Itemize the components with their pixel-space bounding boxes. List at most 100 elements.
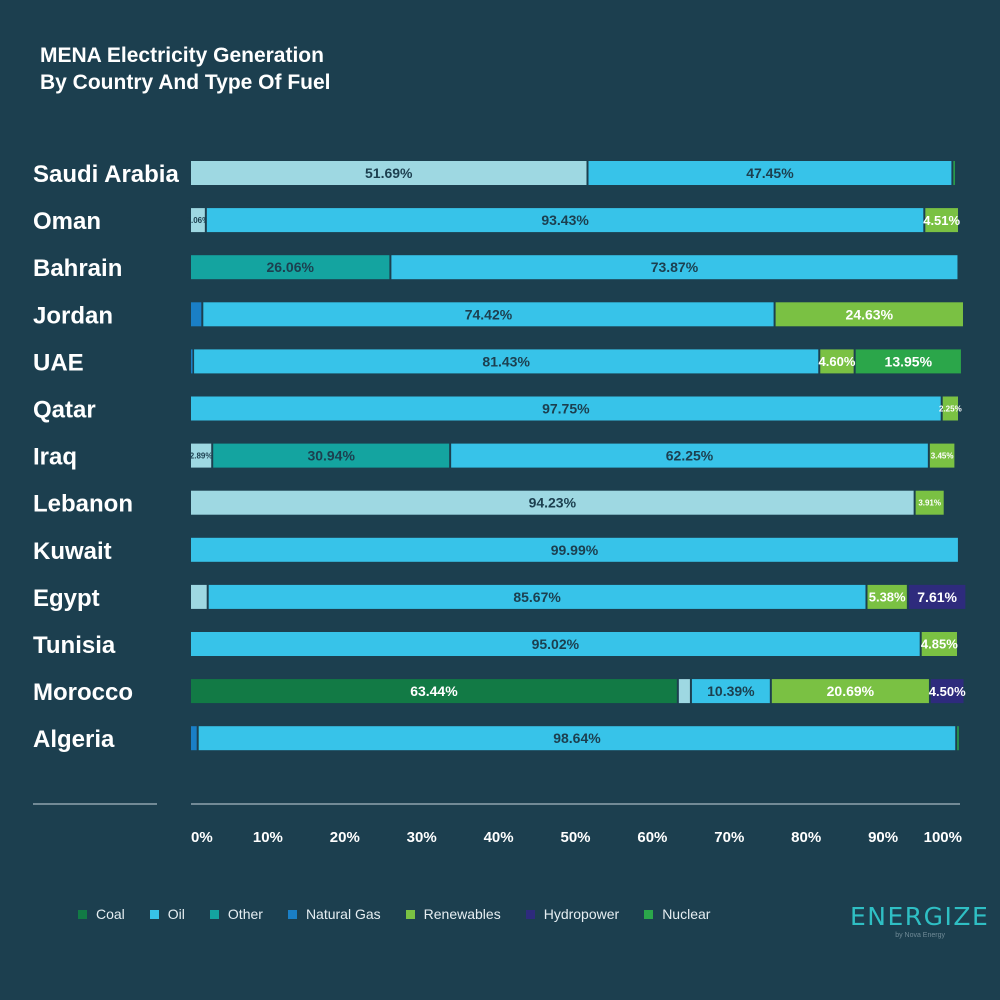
x-tick-label: 60%	[637, 829, 667, 846]
bar-segment-bahrain-1	[391, 255, 958, 280]
data-label-egypt-2: 5.38%	[869, 590, 906, 605]
x-tick-label: 50%	[560, 829, 590, 846]
legend-swatch	[525, 909, 535, 919]
bar-segment-oman-0	[191, 208, 205, 233]
data-label-algeria-1: 98.64%	[553, 730, 601, 746]
bar-segment-uae-3	[855, 349, 961, 374]
legend-label: Hydropower	[543, 906, 620, 922]
legend-label: Other	[227, 906, 263, 922]
country-label-tunisia: Tunisia	[33, 632, 116, 659]
data-label-saudi-arabia-1: 47.45%	[746, 165, 794, 181]
bar-segment-morocco-2	[691, 679, 770, 704]
legend-label: Natural Gas	[305, 906, 381, 922]
data-label-bahrain-1: 73.87%	[651, 259, 699, 275]
x-tick-label: 40%	[484, 829, 514, 846]
chart-title-line-2: By Country And Type Of Fuel	[40, 71, 331, 94]
legend-label: Coal	[96, 906, 125, 922]
bar-segment-morocco-4	[930, 679, 964, 704]
legend-swatch	[209, 909, 219, 919]
data-label-lebanon-0: 94.23%	[529, 495, 577, 511]
data-label-tunisia-1: 4.85%	[921, 637, 958, 652]
bar-segment-jordan-2	[775, 302, 963, 327]
data-label-morocco-3: 20.69%	[827, 683, 875, 699]
legend-item-oil: Oil	[149, 906, 185, 922]
bar-segment-saudi-arabia-2	[953, 161, 955, 185]
data-label-iraq-2: 62.25%	[666, 448, 714, 464]
legend-item-renewables: Renewables	[405, 906, 501, 922]
data-label-egypt-1: 85.67%	[513, 589, 561, 605]
data-label-oman-1: 93.43%	[541, 212, 589, 228]
x-tick-label: 20%	[330, 829, 360, 846]
legend-item-nuclear: Nuclear	[644, 906, 710, 922]
data-label-uae-1: 81.43%	[482, 353, 530, 369]
bar-segment-egypt-0	[191, 584, 207, 609]
bar-segment-jordan-1	[203, 302, 774, 327]
data-label-kuwait-0: 99.99%	[551, 542, 599, 558]
legend-swatch	[78, 909, 87, 919]
data-label-uae-2: 4.60%	[819, 354, 856, 369]
energize-logo: ENERGIZE by Nova Energy	[850, 904, 988, 940]
x-tick-label: 80%	[791, 829, 821, 846]
bar-segment-morocco-1	[678, 679, 690, 704]
bar-segment-oman-2	[925, 208, 958, 233]
country-label-bahrain: Bahrain	[33, 255, 122, 282]
bar-segment-egypt-2	[867, 584, 907, 609]
bar-segment-egypt-3	[908, 584, 966, 609]
country-label-saudi-arabia: Saudi Arabia	[33, 161, 179, 188]
legend-label: Oil	[167, 906, 185, 922]
data-label-tunisia-0: 95.02%	[532, 636, 580, 652]
bar-segment-qatar-0	[191, 396, 941, 421]
bar-segment-algeria-2	[957, 726, 959, 751]
bar-segment-lebanon-1	[915, 490, 944, 515]
data-label-bahrain-0: 26.06%	[266, 259, 314, 275]
bar-segment-jordan-0	[191, 302, 202, 327]
legend-item-coal: Coal	[78, 906, 125, 922]
bar-segment-algeria-1	[198, 726, 956, 751]
bar-segment-morocco-3	[771, 679, 929, 704]
data-label-iraq-0: 2.89%	[190, 451, 213, 460]
data-label-qatar-0: 97.75%	[542, 401, 590, 417]
bar-segment-uae-2	[820, 349, 854, 374]
country-label-lebanon: Lebanon	[33, 491, 133, 518]
x-tick-label: 30%	[407, 829, 437, 846]
legend: Coal Oil Other Natural Gas Renewables Hydropo…	[78, 906, 735, 922]
bar-segment-kuwait-0	[191, 537, 958, 562]
legend-item-hydropower: Hydropower	[525, 906, 620, 922]
country-label-jordan: Jordan	[33, 302, 113, 329]
bar-segment-tunisia-1	[921, 632, 957, 656]
bar-segment-uae-1	[194, 349, 819, 374]
data-label-morocco-0: 63.44%	[410, 683, 458, 699]
legend-swatch	[405, 909, 415, 919]
data-label-uae-3: 13.95%	[885, 353, 933, 369]
x-tick-label: 10%	[253, 829, 283, 846]
data-label-iraq-1: 30.94%	[307, 448, 355, 464]
data-label-jordan-1: 74.42%	[465, 306, 513, 322]
country-label-uae: UAE	[33, 349, 84, 376]
country-label-algeria: Algeria	[33, 726, 115, 753]
bar-segment-qatar-1	[942, 396, 958, 421]
bar-segment-morocco-0	[191, 679, 677, 704]
legend-item-other: Other	[209, 906, 263, 922]
bar-segment-iraq-1	[213, 443, 450, 468]
legend-swatch	[149, 909, 159, 919]
data-label-morocco-2: 10.39%	[707, 683, 755, 699]
country-label-egypt: Egypt	[33, 585, 100, 612]
bar-segment-egypt-1	[208, 584, 866, 609]
data-label-iraq-3: 3.45%	[931, 451, 954, 460]
x-tick-label: 90%	[868, 829, 898, 846]
logo-subtitle: by Nova Energy	[895, 932, 945, 939]
data-label-saudi-arabia-0: 51.69%	[365, 165, 413, 181]
bar-segment-iraq-2	[451, 443, 928, 468]
x-tick-label: 0%	[191, 829, 213, 846]
x-tick-label: 70%	[714, 829, 744, 846]
legend-label: Nuclear	[662, 906, 711, 922]
bar-segment-iraq-0	[191, 443, 212, 468]
country-label-morocco: Morocco	[33, 679, 133, 706]
data-label-oman-0: 2.06%	[187, 216, 210, 225]
legend-swatch	[644, 909, 654, 919]
chart-title: MENA Electricity Generation By Country A…	[40, 42, 331, 96]
data-label-qatar-1: 2.25%	[939, 404, 962, 413]
legend-label: Renewables	[423, 906, 501, 922]
legend-swatch	[287, 909, 297, 919]
